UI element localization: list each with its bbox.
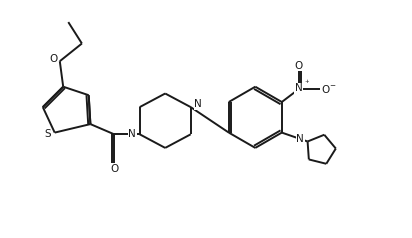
- Text: O: O: [110, 164, 118, 174]
- Text: N: N: [296, 134, 304, 144]
- Text: N: N: [129, 129, 136, 139]
- Text: S: S: [44, 129, 51, 139]
- Text: O: O: [295, 61, 303, 71]
- Text: N: N: [295, 83, 303, 93]
- Text: N: N: [194, 99, 202, 109]
- Text: O$^{-}$: O$^{-}$: [321, 83, 337, 95]
- Text: $^+$: $^+$: [303, 79, 310, 88]
- Text: O: O: [49, 54, 57, 64]
